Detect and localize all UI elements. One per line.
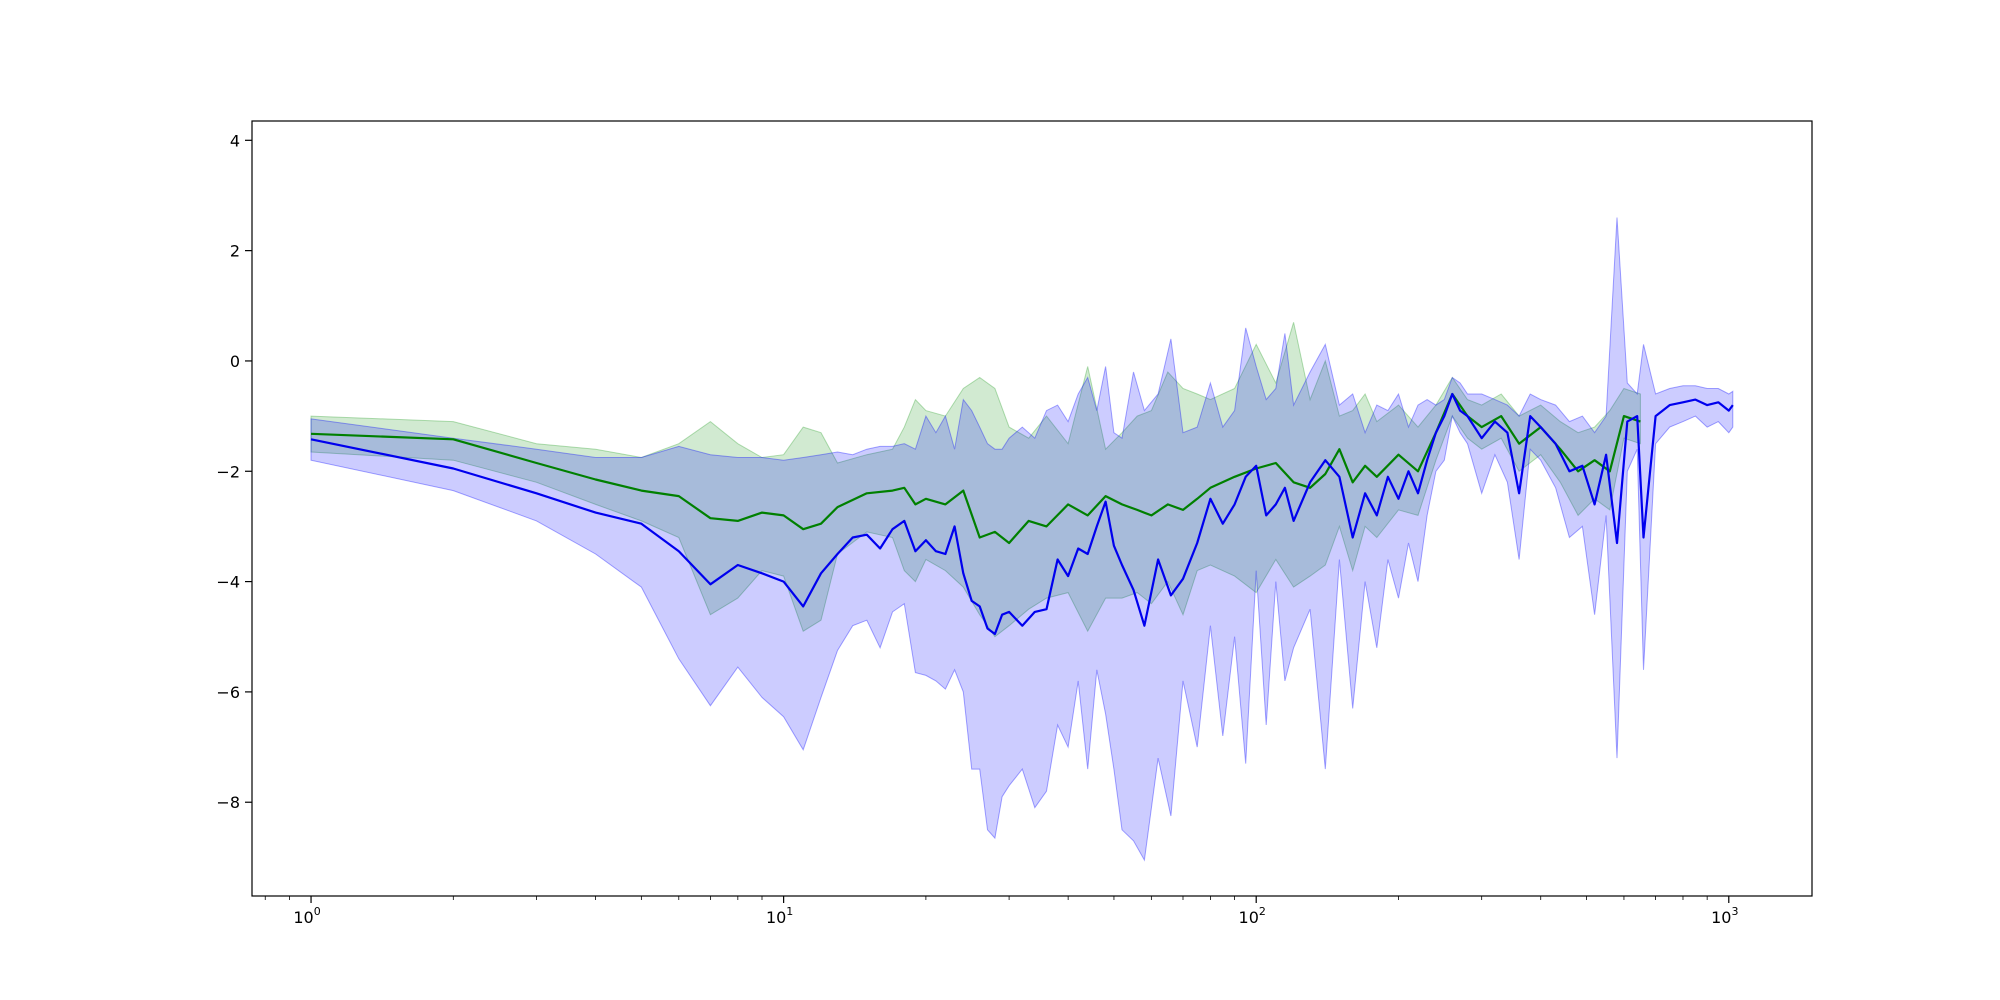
y-tick-label: 4 — [230, 131, 240, 150]
y-axis-ticks: 4 2 0 −2 −4 −6 −8 — [216, 131, 252, 812]
y-tick-label: 2 — [230, 242, 240, 261]
y-tick-label: −6 — [216, 683, 240, 702]
x-tick-label: 100 — [293, 905, 320, 927]
x-axis-ticks: 100 101 102 103 — [264, 896, 1738, 927]
x-tick-label: 102 — [1239, 905, 1266, 927]
y-tick-label: −2 — [216, 462, 240, 481]
y-tick-label: −4 — [216, 573, 240, 592]
plot-frame — [251, 120, 1813, 897]
series-2-line — [310, 392, 1734, 636]
x-tick-label: 103 — [1711, 905, 1738, 927]
series-2-band — [310, 217, 1734, 862]
x-tick-label: 101 — [766, 905, 793, 927]
series-lines — [310, 392, 1734, 636]
series-1-band — [310, 322, 1641, 638]
y-tick-label: −8 — [216, 793, 240, 812]
y-tick-label: 0 — [230, 352, 240, 371]
confidence-bands — [310, 217, 1734, 862]
